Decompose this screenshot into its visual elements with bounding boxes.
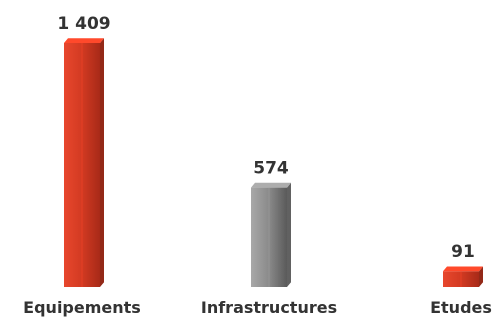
bar-equipements	[64, 38, 104, 288]
bar-side-infrastructures	[287, 182, 291, 287]
category-label-infrastructures: Infrastructures	[201, 298, 337, 317]
bar-top-etudes	[443, 266, 483, 272]
bar-etudes	[443, 266, 483, 287]
bar-infrastructures	[251, 182, 291, 287]
bars-group	[64, 38, 483, 288]
labels-group: 1 409 Equipements 574 Infrastructures 91 Etud…	[23, 14, 492, 317]
category-label-etudes: Etudes	[430, 298, 492, 317]
value-label-infrastructures: 574	[253, 159, 289, 179]
value-label-equipements: 1 409	[57, 14, 110, 34]
category-label-equipements: Equipements	[23, 298, 141, 317]
value-label-etudes: 91	[451, 242, 475, 262]
bar-top-infrastructures	[251, 182, 291, 188]
bar-side-equipements	[100, 38, 104, 288]
bar-side-etudes	[479, 266, 483, 287]
bar-top-equipements	[64, 38, 104, 43]
